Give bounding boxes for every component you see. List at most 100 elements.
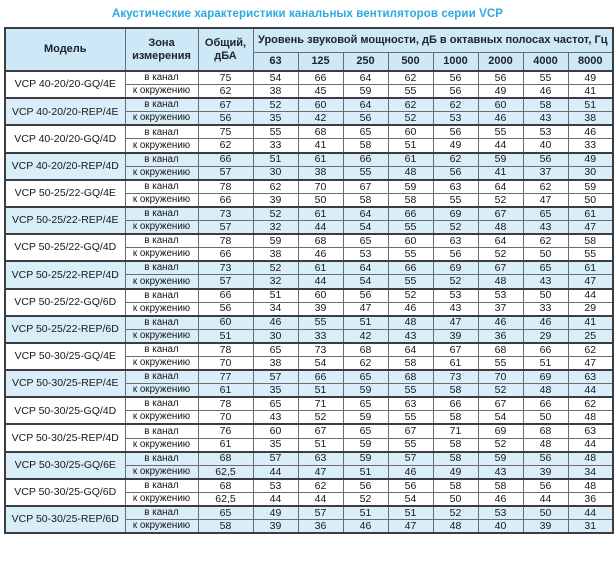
level-value-cell: 62 (387, 97, 434, 113)
level-value-cell: 32 (252, 220, 299, 235)
level-value-cell: 61 (297, 260, 344, 276)
level-value-cell: 53 (477, 288, 524, 303)
level-value-cell: 52 (252, 260, 299, 276)
total-dba-cell: 62,5 (197, 491, 254, 507)
table-row: к окружению 70 43 52 59 55 58 54 50 48 (5, 410, 614, 425)
level-value-cell: 44 (567, 288, 614, 303)
level-value-cell: 51 (567, 97, 614, 113)
level-value-cell: 54 (297, 355, 344, 371)
total-dba-cell: 62 (197, 84, 254, 99)
level-value-cell: 71 (432, 423, 479, 439)
model-name-cell: VCP 50-30/25-GQ/4D (4, 396, 126, 425)
level-value-cell: 61 (567, 206, 614, 222)
table-row: VCP 40-20/20-REP/4E в канал 67 52 60 64 62 62 60… (4, 97, 614, 126)
total-dba-cell: 61 (197, 383, 254, 398)
total-dba-cell: 78 (197, 233, 254, 249)
level-value-cell: 48 (522, 383, 569, 398)
table-row: к окружению 66 38 46 53 55 56 52 50 55 (5, 247, 614, 262)
level-value-cell: 39 (432, 328, 479, 344)
zone-cell: к окружению (124, 519, 199, 534)
level-value-cell: 46 (477, 491, 524, 507)
level-value-cell: 57 (252, 451, 299, 466)
level-value-cell: 54 (387, 491, 434, 507)
table-row: VCP 50-30/25-GQ/6D в канал 68 53 62 56 56 58 58 5… (4, 478, 614, 507)
total-dba-cell: 56 (197, 111, 254, 126)
total-dba-cell: 58 (197, 519, 254, 534)
level-value-cell: 43 (522, 220, 569, 235)
zone-cell: к окружению (124, 301, 199, 317)
freq-header-2000: 2000 (477, 51, 524, 72)
total-dba-cell: 77 (197, 369, 254, 385)
zone-cell: в канал (124, 451, 199, 466)
level-value-cell: 44 (567, 505, 614, 521)
level-value-cell: 65 (342, 396, 389, 412)
level-value-cell: 51 (522, 355, 569, 371)
level-value-cell: 31 (567, 519, 614, 534)
level-value-cell: 46 (522, 84, 569, 99)
zone-cell: в канал (124, 505, 199, 521)
level-value-cell: 36 (297, 519, 344, 534)
freq-header-1000: 1000 (432, 51, 479, 72)
table-row: VCP 50-25/22-GQ/4E в канал 78 62 70 67 59 63 64 6… (4, 179, 614, 208)
col-header-levels: Уровень звуковой мощности, дБ в октавных… (252, 27, 614, 53)
level-value-cell: 66 (522, 396, 569, 412)
level-value-cell: 55 (387, 220, 434, 235)
level-value-cell: 68 (297, 233, 344, 249)
level-value-cell: 56 (432, 70, 479, 86)
level-value-cell: 47 (567, 220, 614, 235)
model-name-cell: VCP 50-30/25-GQ/6D (4, 478, 126, 507)
level-value-cell: 56 (522, 152, 569, 167)
zone-cell: к окружению (124, 274, 199, 289)
level-value-cell: 35 (252, 383, 299, 398)
level-value-cell: 52 (477, 383, 524, 398)
level-value-cell: 39 (522, 464, 569, 480)
level-value-cell: 63 (432, 233, 479, 249)
level-value-cell: 50 (522, 247, 569, 262)
level-value-cell: 50 (432, 491, 479, 507)
level-value-cell: 62 (252, 179, 299, 194)
level-value-cell: 60 (387, 124, 434, 140)
level-value-cell: 50 (522, 288, 569, 303)
table-row: VCP 50-30/25-GQ/4E в канал 78 65 73 68 64 67 68 6… (4, 342, 614, 371)
zone-cell: в канал (124, 478, 199, 493)
level-value-cell: 48 (567, 410, 614, 425)
level-value-cell: 65 (252, 396, 299, 412)
level-value-cell: 51 (387, 505, 434, 521)
level-value-cell: 69 (477, 423, 524, 439)
level-value-cell: 47 (567, 274, 614, 289)
table-row: к окружению 57 32 44 54 55 52 48 43 47 (5, 274, 614, 289)
level-value-cell: 41 (477, 165, 524, 181)
zone-cell: к окружению (124, 111, 199, 126)
level-value-cell: 44 (477, 138, 524, 154)
level-value-cell: 53 (432, 288, 479, 303)
level-value-cell: 55 (387, 437, 434, 453)
level-value-cell: 38 (567, 111, 614, 126)
level-value-cell: 51 (342, 505, 389, 521)
total-dba-cell: 65 (197, 505, 254, 521)
model-name-cell: VCP 40-20/20-GQ/4D (4, 124, 126, 154)
model-group: VCP 50-30/25-REP/6D в канал 65 49 57 51 51 52 53… (4, 505, 614, 534)
level-value-cell: 62 (342, 355, 389, 371)
zone-cell: в канал (124, 206, 199, 222)
zone-cell: к окружению (124, 491, 199, 507)
level-value-cell: 67 (477, 206, 524, 222)
model-name-cell: VCP 40-20/20-REP/4D (4, 152, 126, 181)
level-value-cell: 48 (432, 519, 479, 534)
zone-cell: в канал (124, 97, 199, 113)
total-dba-cell: 62,5 (197, 464, 254, 480)
level-value-cell: 69 (432, 206, 479, 222)
model-name-cell: VCP 40-20/20-REP/4E (4, 97, 126, 126)
level-value-cell: 48 (477, 220, 524, 235)
level-value-cell: 69 (432, 260, 479, 276)
level-value-cell: 52 (342, 491, 389, 507)
level-value-cell: 33 (297, 328, 344, 344)
model-group: VCP 40-20/20-GQ/4E в канал 75 54 66 64 62 56 56 5… (4, 70, 614, 99)
model-name-cell: VCP 50-25/22-GQ/4E (4, 179, 126, 208)
zone-cell: к окружению (124, 220, 199, 235)
level-value-cell: 48 (387, 315, 434, 330)
level-value-cell: 41 (567, 315, 614, 330)
level-value-cell: 60 (252, 423, 299, 439)
total-dba-cell: 57 (197, 220, 254, 235)
model-name-cell: VCP 50-25/22-GQ/4D (4, 233, 126, 262)
level-value-cell: 62 (522, 179, 569, 194)
